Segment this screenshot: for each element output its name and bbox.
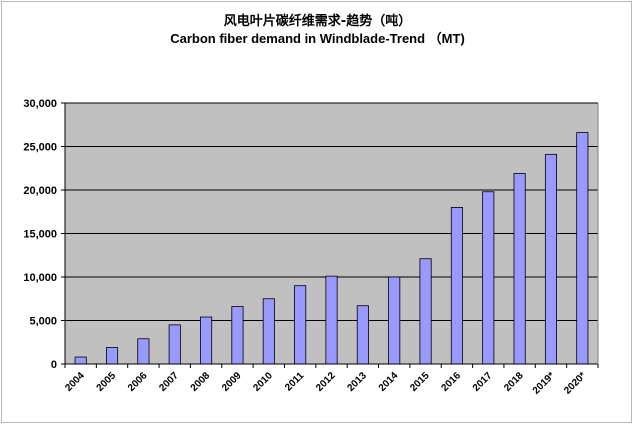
bar	[294, 285, 307, 365]
x-tick-label: 2009	[220, 370, 244, 394]
y-tick-label: 10,000	[23, 272, 57, 284]
x-tick-label: 2008	[189, 370, 213, 394]
x-tick-label: 2018	[502, 370, 526, 394]
chart-title: 风电叶片碳纤维需求-趋势（吨）	[223, 14, 412, 29]
x-tick-label: 2014	[377, 370, 401, 394]
bar	[262, 298, 275, 365]
bar	[513, 173, 526, 365]
bar	[576, 132, 589, 365]
x-tick-label: 2013	[345, 370, 369, 394]
x-tick-label: 2015	[408, 370, 432, 394]
bar	[482, 191, 495, 365]
x-tick-label: 2012	[314, 370, 338, 394]
chart-subtitle: Carbon fiber demand in Windblade-Trend （…	[170, 31, 465, 46]
x-tick-label: 2011	[283, 370, 306, 393]
bar	[200, 316, 213, 365]
x-tick-label: 2010	[251, 370, 275, 394]
x-tick-label: 2016	[440, 370, 464, 394]
x-tick-label: 2005	[95, 370, 119, 394]
bar	[137, 338, 150, 365]
bar	[325, 275, 338, 365]
x-tick-label: 2020*	[562, 370, 588, 396]
y-tick-label: 5,000	[29, 316, 57, 328]
bar	[544, 153, 558, 365]
y-tick-label: 0	[51, 359, 57, 371]
y-tick-label: 20,000	[23, 185, 57, 197]
bar	[168, 324, 181, 365]
bar	[105, 347, 119, 365]
bar	[74, 356, 87, 365]
bar	[356, 305, 369, 365]
bar	[231, 306, 244, 365]
x-tick-label: 2006	[126, 370, 150, 394]
x-tick-label: 2019*	[531, 370, 557, 396]
x-tick-label: 2004	[63, 370, 87, 394]
bar	[419, 258, 432, 365]
bar	[388, 276, 401, 365]
y-tick-label: 15,000	[23, 229, 57, 241]
x-tick-label: 2017	[471, 370, 495, 394]
bar	[450, 206, 463, 365]
y-tick-label: 30,000	[23, 98, 57, 110]
x-tick-label: 2007	[157, 370, 181, 394]
y-tick-label: 25,000	[23, 142, 57, 154]
